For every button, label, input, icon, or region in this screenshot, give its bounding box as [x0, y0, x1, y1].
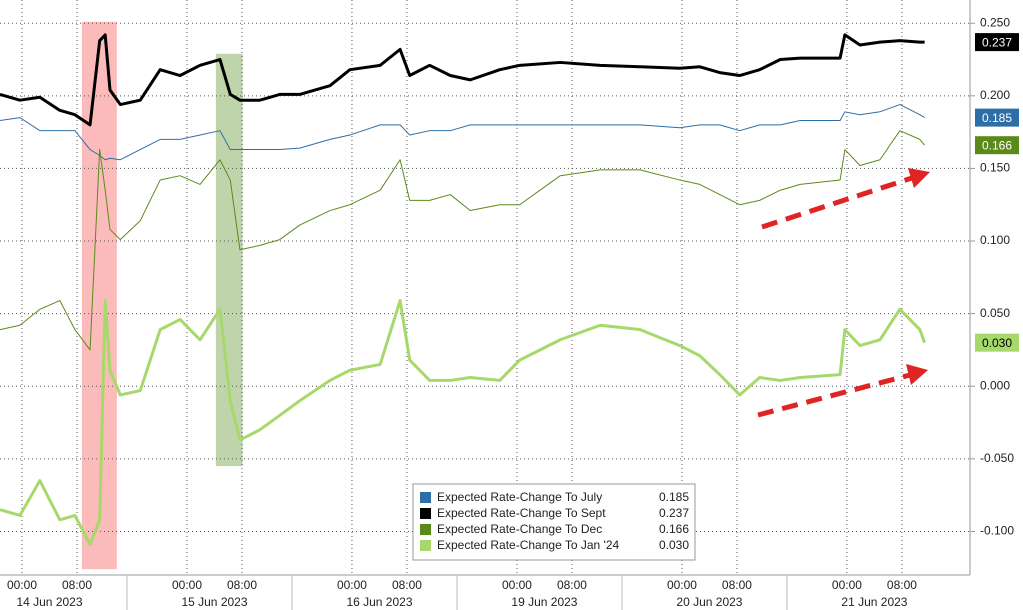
series-line: [0, 104, 925, 161]
x-tick-label: 08:00: [227, 578, 257, 592]
series-line: [0, 299, 927, 547]
legend-label: Expected Rate-Change To Sept: [437, 506, 606, 520]
legend-swatch: [420, 508, 431, 519]
x-tick-label: 00:00: [337, 578, 367, 592]
y-tick-label: 0.250: [980, 15, 1010, 29]
x-date-label: 14 Jun 2023: [16, 595, 82, 609]
x-tick-label: 00:00: [172, 578, 202, 592]
x-tick-label: 08:00: [392, 578, 422, 592]
y-tick-label: 0.200: [980, 88, 1010, 102]
y-tick-label: 0.150: [980, 161, 1010, 175]
x-tick-label: 08:00: [557, 578, 587, 592]
legend-swatch: [420, 492, 431, 503]
legend-value: 0.185: [659, 490, 689, 504]
series-line: [0, 33, 925, 127]
y-tick-label: -0.100: [980, 524, 1014, 538]
last-value-label: 0.185: [982, 111, 1012, 125]
x-date-label: 19 Jun 2023: [511, 595, 577, 609]
series-line: [0, 130, 926, 351]
x-tick-label: 08:00: [62, 578, 92, 592]
legend-value: 0.237: [659, 506, 689, 520]
legend-swatch: [420, 540, 431, 551]
last-value-box: [975, 136, 1019, 155]
last-value-label: 0.030: [982, 336, 1012, 350]
x-tick-label: 00:00: [7, 578, 37, 592]
y-tick-label: -0.050: [980, 451, 1014, 465]
last-value-box: [975, 333, 1019, 352]
legend-box: [412, 483, 696, 561]
last-value-box: [975, 33, 1019, 52]
last-value-box: [975, 108, 1019, 127]
day-separators: [126, 575, 788, 610]
last-value-label: 0.166: [982, 138, 1012, 152]
y-tick-label: 0.050: [980, 306, 1010, 320]
annotation-arrows: [757, 168, 930, 418]
x-date-label: 20 Jun 2023: [676, 595, 742, 609]
y-tick-label: 0.000: [980, 378, 1010, 392]
legend-swatch: [420, 524, 431, 535]
x-tick-label: 08:00: [722, 578, 752, 592]
x-date-label: 21 Jun 2023: [841, 595, 907, 609]
legend-value: 0.030: [659, 538, 689, 552]
legend-label: Expected Rate-Change To July: [437, 490, 602, 504]
x-tick-label: 00:00: [667, 578, 697, 592]
legend: Expected Rate-Change To July 0.185 Expecte…: [412, 483, 696, 561]
x-tick-label: 08:00: [887, 578, 917, 592]
legend-label: Expected Rate-Change To Dec: [437, 522, 602, 536]
x-tick-label: 00:00: [502, 578, 532, 592]
highlight-band: [215, 53, 243, 467]
legend-value: 0.166: [659, 522, 689, 536]
legend-label: Expected Rate-Change To Jan '24: [437, 538, 620, 552]
y-tick-label: 0.100: [980, 233, 1010, 247]
x-tick-label: 00:00: [832, 578, 862, 592]
last-value-label: 0.237: [982, 35, 1012, 49]
x-date-label: 15 Jun 2023: [181, 595, 247, 609]
x-date-label: 16 Jun 2023: [346, 595, 412, 609]
